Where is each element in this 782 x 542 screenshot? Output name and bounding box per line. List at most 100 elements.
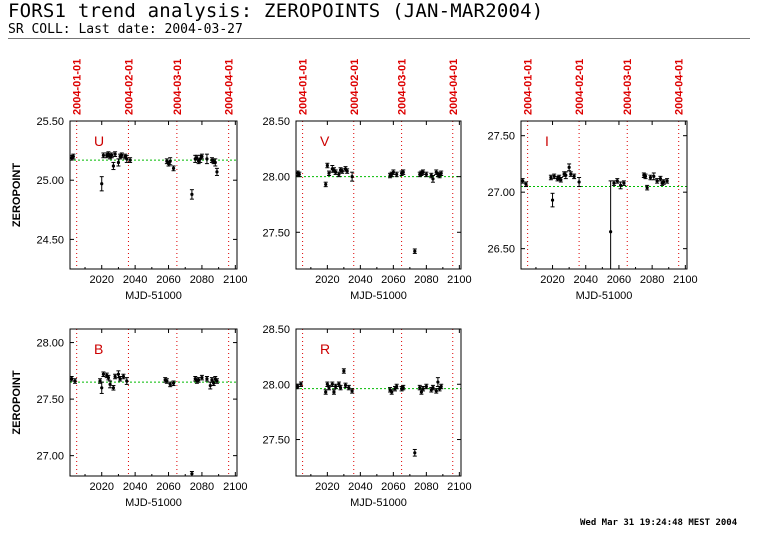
- data-point: [401, 170, 405, 174]
- x-tick-label: 2040: [123, 481, 147, 493]
- x-axis-title: MJD-51000: [125, 497, 182, 509]
- data-point: [200, 154, 204, 159]
- data-point: [567, 165, 571, 169]
- x-tick-label: 2080: [190, 481, 214, 493]
- data-point: [116, 372, 121, 376]
- data-point: [116, 160, 121, 165]
- data-point: [128, 158, 132, 162]
- x-tick-label: 2020: [89, 481, 113, 493]
- data-point: [332, 390, 336, 394]
- date-marker-label: 2004-02-01: [574, 59, 586, 115]
- y-tick-label: 27.00: [487, 187, 515, 199]
- y-tick-label: 26.50: [487, 244, 515, 256]
- x-tick-label: 2060: [156, 481, 180, 493]
- data-point: [658, 177, 663, 181]
- panel-filter-label: V: [320, 133, 330, 149]
- data-point: [108, 382, 112, 387]
- data-point: [609, 230, 613, 234]
- x-tick-label: 2080: [190, 274, 214, 286]
- data-point: [125, 379, 129, 383]
- data-point: [338, 385, 343, 390]
- data-point: [200, 376, 204, 380]
- data-point: [168, 382, 172, 387]
- data-point: [662, 180, 666, 184]
- data-point: [213, 160, 217, 165]
- y-tick-label: 27.50: [487, 131, 515, 143]
- data-point: [390, 390, 394, 394]
- data-point: [643, 174, 648, 178]
- data-point: [100, 182, 104, 186]
- panel-filter-label: I: [545, 133, 549, 149]
- x-tick-label: 2040: [348, 274, 372, 286]
- plot-frame: [69, 328, 238, 477]
- data-point: [101, 372, 105, 376]
- y-tick-label: 27.50: [262, 435, 290, 447]
- data-point: [439, 384, 443, 389]
- date-marker-label: 2004-01-01: [72, 59, 84, 115]
- data-point: [418, 385, 422, 390]
- data-point: [424, 172, 428, 177]
- data-point: [342, 369, 346, 373]
- data-point: [413, 249, 417, 253]
- data-point: [71, 154, 75, 159]
- date-marker-label: 2004-02-01: [123, 59, 135, 115]
- data-point: [665, 179, 669, 183]
- x-axis-title: MJD-51000: [125, 290, 182, 302]
- x-tick-label: 2020: [89, 274, 113, 286]
- data-point: [113, 374, 117, 379]
- page-title: FORS1 trend analysis: ZEROPOINTS (JAN-MA…: [8, 0, 544, 22]
- y-tick-label: 25.50: [36, 116, 64, 128]
- date-marker-label: 2004-01-01: [523, 59, 535, 115]
- data-point: [324, 182, 328, 187]
- y-tick-label: 28.50: [262, 116, 290, 128]
- data-point: [111, 386, 116, 390]
- data-point: [324, 390, 328, 394]
- data-point: [340, 169, 344, 173]
- chart-panel-u: 2004-01-01 2004-02-01 2004-03-01 2004-04-01…: [11, 59, 248, 302]
- data-point: [391, 170, 395, 174]
- data-point: [436, 380, 440, 384]
- data-point: [413, 451, 417, 455]
- x-tick-label: 2040: [573, 274, 597, 286]
- chart-panel-b: 2020 2040 2060 2080 2100 28.00 27.50 27.00 B MJD-…: [11, 328, 248, 509]
- data-point: [645, 186, 649, 190]
- data-point: [434, 389, 438, 393]
- data-point: [350, 175, 354, 179]
- data-point: [330, 382, 334, 386]
- data-point: [395, 172, 399, 177]
- x-axis-title: MJD-51000: [350, 290, 407, 302]
- data-point: [524, 182, 528, 186]
- page-subtitle: SR COLL: Last date: 2004-03-27: [8, 22, 243, 37]
- data-point: [652, 174, 656, 178]
- plot-frame: [520, 120, 688, 270]
- date-marker-label: 2004-03-01: [397, 59, 409, 115]
- x-tick-label: 2020: [315, 481, 339, 493]
- data-point: [550, 198, 555, 202]
- data-point: [334, 384, 338, 389]
- data-point: [299, 382, 303, 386]
- data-point: [552, 174, 556, 178]
- data-point: [171, 166, 176, 170]
- data-point: [121, 374, 126, 379]
- data-point: [655, 179, 659, 183]
- x-tick-label: 2100: [673, 274, 697, 286]
- data-point: [208, 383, 212, 388]
- data-point: [337, 172, 341, 177]
- data-point: [297, 172, 301, 177]
- data-point: [100, 386, 104, 390]
- data-point: [345, 169, 349, 173]
- data-point: [619, 183, 623, 187]
- x-tick-label: 2040: [348, 481, 372, 493]
- panel-filter-label: R: [320, 341, 330, 357]
- data-point: [70, 377, 74, 381]
- data-point: [612, 181, 616, 185]
- data-point: [572, 174, 576, 178]
- x-tick-label: 2100: [223, 481, 247, 493]
- data-point: [212, 381, 216, 385]
- data-point: [343, 383, 348, 387]
- x-tick-label: 2080: [414, 274, 438, 286]
- data-point: [395, 384, 399, 389]
- data-point: [549, 175, 553, 180]
- data-point: [118, 377, 122, 381]
